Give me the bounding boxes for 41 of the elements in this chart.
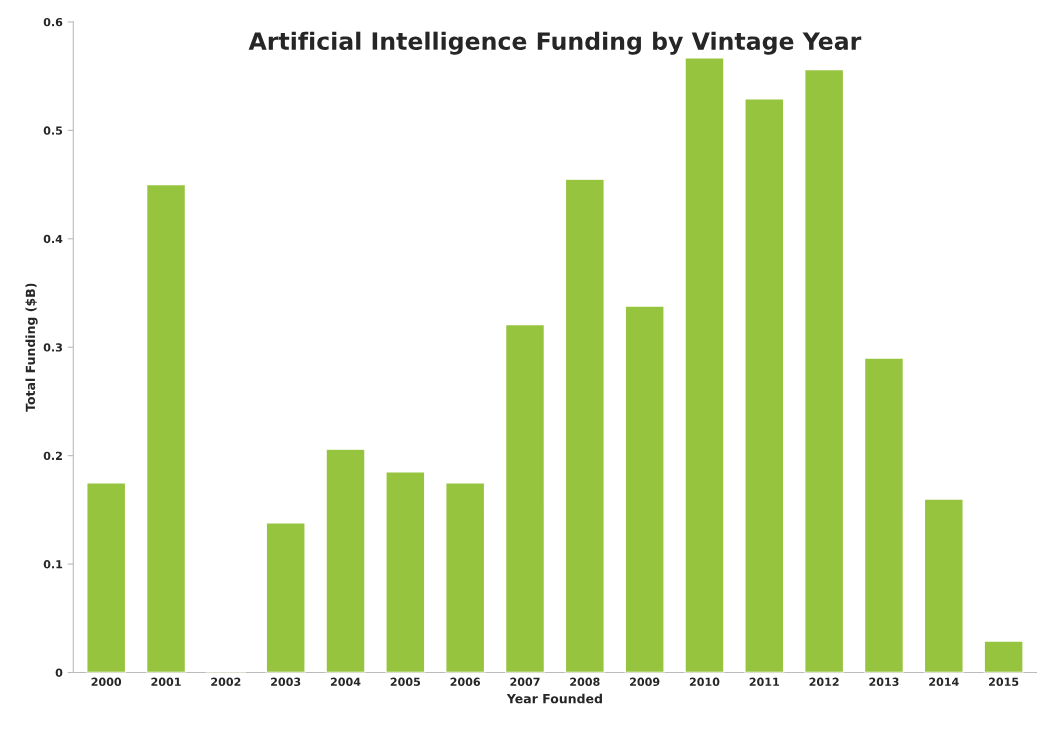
y-axis-title: Total Funding ($B) [25, 283, 38, 412]
x-tick-label: 2008 [570, 677, 600, 686]
bar [445, 482, 486, 673]
x-axis-title: Year Founded [506, 693, 602, 704]
x-tick-label: 2004 [330, 677, 361, 686]
x-tick-label: 2015 [989, 677, 1019, 686]
x-tick-label: 2011 [749, 677, 780, 686]
x-tick-label: 2013 [869, 677, 899, 686]
y-tick-label: 0 [55, 668, 63, 677]
x-tick-label: 2000 [91, 677, 122, 686]
x-tick-label: 2003 [271, 677, 301, 686]
bar [863, 357, 905, 673]
bar [265, 522, 306, 673]
y-tick-label: 0.4 [43, 234, 63, 244]
x-tick-label: 2014 [929, 677, 959, 686]
x-tick-label: 2007 [510, 677, 540, 686]
bar [86, 482, 127, 673]
y-tick-label: 0.3 [43, 343, 62, 352]
bar [803, 68, 845, 673]
bar [564, 178, 605, 673]
y-tick-label: 0.6 [43, 17, 63, 27]
bar [923, 498, 964, 673]
bar [385, 471, 426, 673]
y-tick-label: 0.5 [43, 126, 63, 135]
x-tick-label: 2010 [689, 677, 720, 686]
x-tick-label: 2001 [151, 677, 181, 686]
bar [684, 57, 725, 673]
bar [504, 323, 546, 673]
y-tick-label: 0.1 [43, 560, 63, 569]
bar [624, 305, 665, 673]
bar [145, 183, 187, 673]
chart-title: Artificial Intelligence Funding by Vintage Year [248, 31, 862, 55]
x-tick-label: 2002 [211, 677, 241, 686]
y-tick-label: 0.2 [43, 451, 62, 461]
bar [983, 640, 1024, 673]
x-tick-label: 2012 [809, 677, 839, 686]
x-tick-label: 2009 [630, 677, 660, 686]
x-tick-label: 2006 [450, 677, 481, 686]
bar [325, 448, 366, 673]
x-tick-label: 2005 [390, 677, 421, 686]
bar [744, 98, 785, 673]
